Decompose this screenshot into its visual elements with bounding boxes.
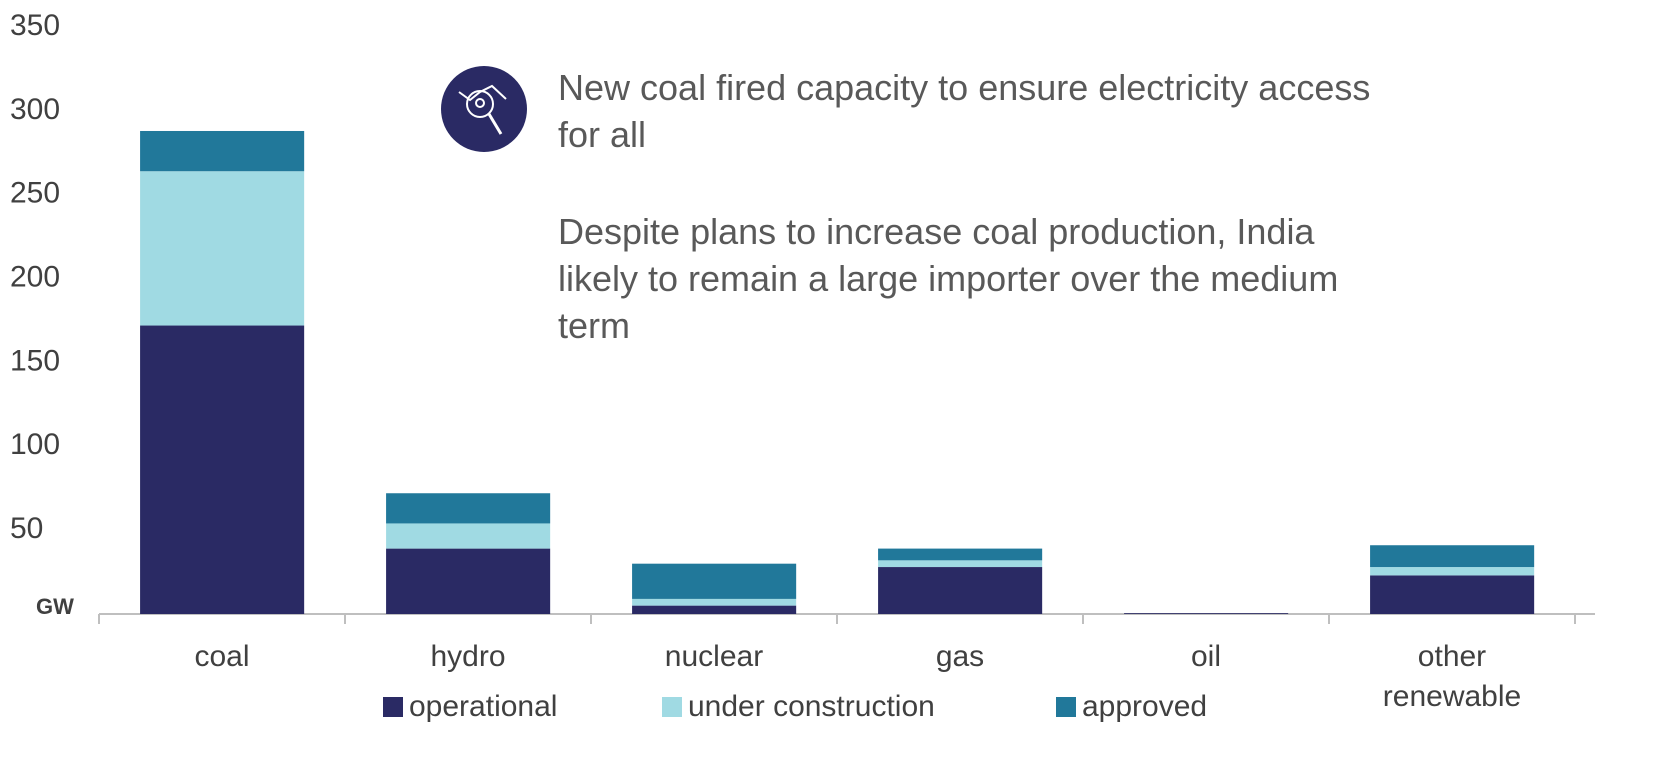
y-tick-label: GW — [36, 594, 74, 619]
bar-segment — [140, 325, 305, 614]
legend-swatch — [1056, 697, 1076, 717]
bar-segment — [386, 523, 551, 549]
icon — [441, 66, 527, 152]
bar-segment — [878, 567, 1043, 614]
x-tick-label: other renewable — [1382, 640, 1522, 713]
y-tick-label: 100 — [10, 428, 60, 461]
bar-segment — [386, 548, 551, 614]
bar-segment — [1370, 545, 1535, 568]
y-tick-label: 300 — [10, 93, 60, 126]
y-tick-label: 150 — [10, 344, 60, 377]
bar-segment — [632, 598, 797, 606]
bar-segment — [1124, 613, 1289, 614]
bar-segment — [140, 171, 305, 326]
y-tick-label: 350 — [10, 9, 60, 42]
y-tick-label: 50 — [10, 512, 43, 545]
bar-segment — [1370, 567, 1535, 576]
bar-segment — [140, 130, 305, 172]
annotation: Despite plans to increase coal productio… — [558, 211, 1339, 346]
legend-label: under construction — [688, 690, 935, 723]
legend-item: operational — [383, 690, 557, 724]
x-tick-label: coal — [194, 640, 250, 673]
x-tick-label: oil — [1190, 640, 1221, 673]
bar-segment — [1370, 575, 1535, 614]
bar-segment — [386, 493, 551, 524]
x-tick-label: hydro — [430, 640, 506, 673]
legend-item: under construction — [662, 690, 935, 724]
legend-swatch — [662, 697, 682, 717]
legend-label: operational — [409, 690, 558, 723]
bar-segment — [878, 548, 1043, 561]
legend-label: approved — [1082, 690, 1208, 723]
x-tick-label: gas — [935, 640, 985, 673]
y-tick-label: 200 — [10, 260, 60, 293]
legend-swatch — [383, 697, 403, 717]
annotation: New coal fired capacity to ensure electr… — [558, 67, 1371, 155]
bar-segment — [878, 560, 1043, 568]
y-tick-label: 250 — [10, 177, 60, 210]
x-tick-label: nuclear — [664, 640, 764, 673]
legend-item: approved — [1056, 690, 1207, 724]
bar-segment — [632, 605, 797, 614]
bar-segment — [632, 563, 797, 599]
